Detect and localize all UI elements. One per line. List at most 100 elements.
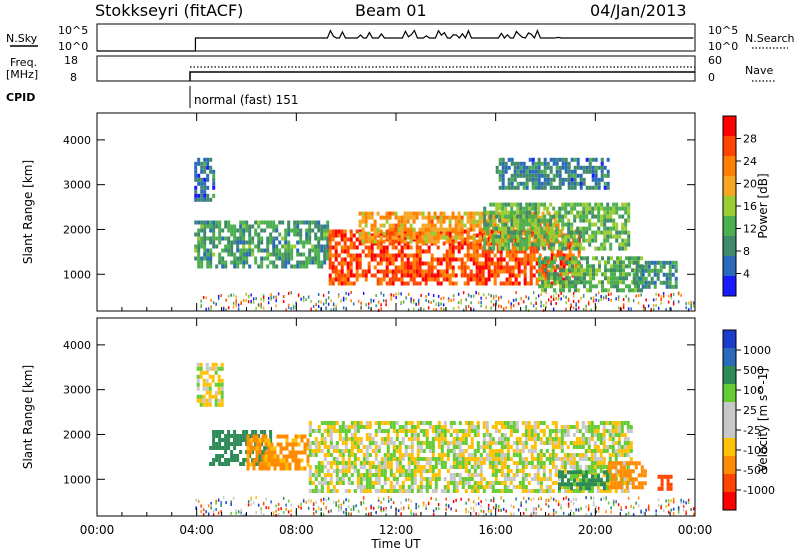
echo-cell-r2 [418, 253, 422, 258]
echo-cell-r4 [489, 202, 493, 207]
echo-cell-r3 [593, 469, 597, 473]
echo-cell-r1 [239, 236, 243, 241]
echo-cell-r3 [335, 481, 339, 485]
echo-cell-r2 [556, 253, 560, 258]
near-range-cell [597, 299, 600, 303]
echo-cell-r3 [509, 433, 513, 437]
echo-cell-r4 [525, 214, 529, 219]
echo-cell-r3 [412, 231, 416, 236]
echo-cell-r2 [559, 273, 563, 278]
echo-cell-r2 [328, 233, 332, 238]
echo-cell-r1 [296, 228, 300, 233]
echo-cell-r3 [554, 421, 558, 425]
echo-cell-r1 [266, 264, 270, 269]
near-range-cell [312, 512, 315, 516]
echo-cell-r3 [494, 449, 498, 453]
echo-cell-r4 [585, 206, 589, 211]
near-range-cell [492, 303, 495, 307]
echo-cell-r4 [573, 238, 577, 243]
echo-cell-r4 [552, 246, 556, 251]
echo-cell-r3 [569, 465, 573, 469]
echo-cell-r3 [370, 211, 374, 216]
echo-cell-r1 [287, 248, 291, 253]
echo-cell-r2 [484, 281, 488, 286]
echo-cell-r4 [504, 202, 508, 207]
echo-cell-r7 [632, 280, 636, 285]
echo-cell-r3 [394, 235, 398, 240]
echo-cell-r2 [355, 245, 359, 250]
echo-cell-r2 [511, 249, 515, 254]
echo-cell-r4 [606, 486, 609, 491]
near-range-cell [337, 499, 340, 503]
echo-cell-r5 [607, 469, 611, 474]
echo-cell-r3 [380, 465, 384, 469]
near-range-cell [557, 294, 560, 298]
echo-cell-r2 [306, 442, 310, 447]
echo-cell-r3 [323, 453, 327, 457]
echo-cell-r1 [227, 228, 231, 233]
echo-cell-r3 [326, 485, 330, 489]
echo-cell-r3 [487, 215, 491, 220]
echo-cell-r4 [594, 238, 598, 243]
echo-cell-r5 [597, 165, 601, 170]
near-range-cell [290, 513, 292, 517]
echo-cell-r5 [555, 157, 559, 162]
echo-cell-r2 [544, 273, 548, 278]
echo-cell-r3 [409, 223, 413, 228]
echo-cell-r0 [202, 382, 206, 387]
echo-cell-r4 [591, 474, 594, 479]
echo-cell-r3 [590, 437, 594, 441]
near-range-cell [342, 296, 345, 300]
echo-cell-r0 [217, 390, 221, 395]
echo-cell-r4 [531, 222, 535, 227]
echo-cell-r4 [528, 242, 532, 247]
echo-cell-r2 [478, 269, 482, 274]
echo-cell-r3 [455, 433, 459, 437]
echo-cell-r2 [267, 454, 271, 459]
echo-cell-r3 [575, 477, 579, 481]
echo-cell-r4 [498, 246, 502, 251]
echo-cell-r3 [421, 211, 425, 216]
echo-cell-r4 [567, 478, 570, 483]
echo-cell-r3 [455, 485, 459, 489]
echo-cell-r4 [579, 482, 582, 487]
echo-cell-r3 [506, 469, 510, 473]
echo-cell-r6 [598, 260, 601, 265]
echo-cell-r2 [391, 245, 395, 250]
near-range-cell [210, 506, 212, 510]
echo-cell-r4 [579, 210, 583, 215]
echo-cell-r3 [509, 445, 513, 449]
echo-cell-r3 [578, 429, 582, 433]
echo-cell-r2 [267, 466, 271, 471]
echo-cell-r3 [557, 445, 561, 449]
echo-cell-r7 [653, 284, 657, 289]
echo-cell-r1 [284, 256, 288, 261]
echo-cell-r3 [353, 461, 357, 465]
echo-cell-r4 [621, 246, 625, 251]
echo-cell-r1 [305, 256, 309, 261]
echo-cell-r0 [200, 169, 204, 174]
echo-cell-r4 [552, 206, 556, 211]
echo-cell-r4 [609, 226, 613, 231]
echo-cell-r3 [323, 481, 327, 485]
echo-cell-r3 [424, 235, 428, 240]
echo-cell-r1 [263, 248, 267, 253]
echo-cell-r3 [593, 449, 597, 453]
echo-cell-r1 [230, 442, 234, 446]
echo-cell-r3 [416, 461, 420, 465]
echo-cell-r0 [220, 382, 224, 387]
echo-cell-r2 [355, 265, 359, 270]
echo-cell-r3 [572, 461, 576, 465]
echo-cell-r2 [391, 273, 395, 278]
echo-cell-r2 [349, 241, 353, 246]
near-range-cell [310, 307, 312, 311]
echo-cell-r3 [533, 421, 537, 425]
near-range-cell [362, 501, 365, 505]
echo-cell-r7 [641, 272, 645, 277]
echo-cell-r3 [326, 481, 330, 485]
echo-cell-r6 [571, 280, 574, 285]
echo-cell-r3 [551, 421, 555, 425]
echo-cell-r2 [306, 462, 310, 467]
echo-cell-r1 [287, 240, 291, 245]
